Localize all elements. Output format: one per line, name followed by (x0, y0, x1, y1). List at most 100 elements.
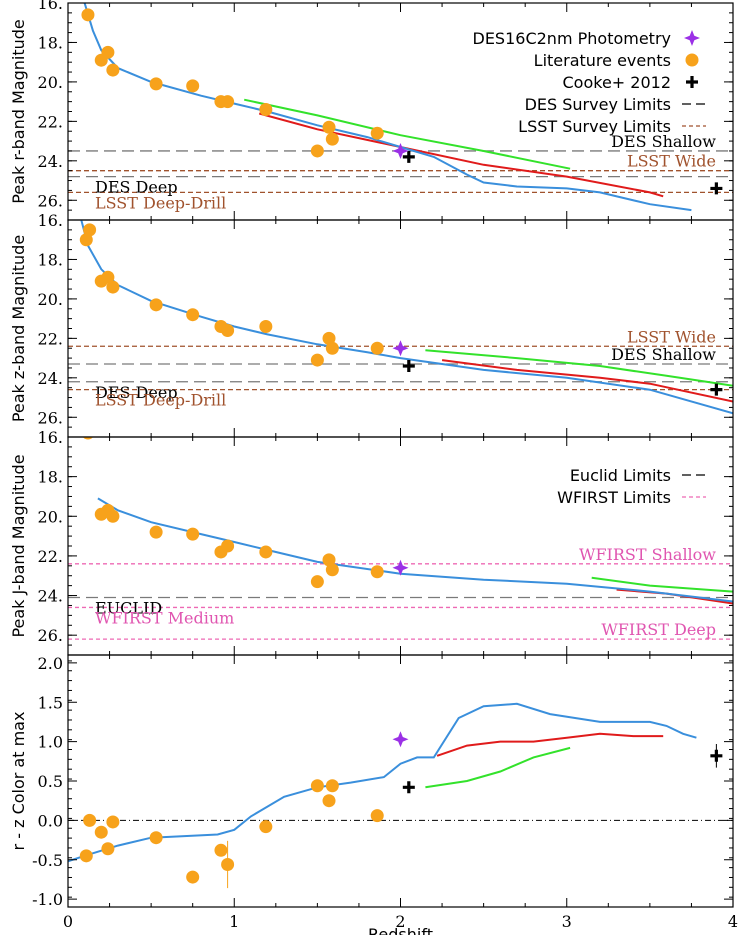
cooke-point (710, 182, 723, 195)
y-tick-label: 18. (38, 250, 63, 269)
cooke-point (402, 150, 415, 163)
literature-point (83, 223, 97, 237)
literature-point (79, 233, 93, 247)
y-tick-label: 16. (38, 428, 63, 447)
legend-label-lsst_limits: LSST Survey Limits (518, 117, 671, 136)
literature-point (214, 843, 228, 857)
y-axis-title: r - z Color at max (9, 712, 28, 851)
y-tick-label: 16. (38, 211, 63, 230)
legend-label-cooke: Cooke+ 2012 (563, 73, 672, 92)
limit-label: DES Shallow (611, 345, 716, 364)
literature-point (149, 77, 163, 91)
literature-point (325, 132, 339, 146)
model-curve-blue (80, 220, 733, 415)
legend-label-euclid: Euclid Limits (570, 466, 671, 485)
literature-point (370, 565, 384, 579)
limit-label: DES Deep (95, 178, 178, 197)
limit-label: LSST Wide (627, 327, 716, 346)
model-curve-blue (97, 497, 733, 603)
y-axis-title: Peak J-band Magnitude (9, 454, 28, 637)
x-tick-label: 3 (562, 912, 572, 931)
literature-point (101, 45, 115, 59)
x-tick-label: 4 (728, 912, 738, 931)
model-curve-red (258, 112, 664, 198)
literature-point (370, 341, 384, 355)
literature-point (221, 857, 235, 871)
y-tick-label: 24. (38, 369, 63, 388)
legend-marker-cooke (686, 76, 698, 88)
y-axis-title: Peak z-band Magnitude (9, 235, 28, 422)
legend-label-wfirst: WFIRST Limits (557, 488, 671, 507)
literature-point (221, 95, 235, 109)
limit-label: DES Deep (95, 383, 178, 402)
literature-point (370, 126, 384, 140)
x-tick-label: 1 (229, 912, 239, 931)
literature-point (259, 820, 273, 834)
literature-point (325, 341, 339, 355)
des16-point (392, 142, 409, 159)
literature-point (94, 825, 108, 839)
limit-label: LSST Deep-Drill (95, 193, 226, 212)
literature-point (322, 794, 336, 808)
y-tick-label: 22. (38, 329, 63, 348)
x-axis-title: Redshift (368, 925, 433, 935)
y-tick-label: 24. (38, 152, 63, 171)
des16-point (392, 731, 409, 748)
y-tick-label: 22. (38, 112, 63, 131)
y-tick-label: 26. (38, 408, 63, 427)
y-tick-label: 2.0 (38, 654, 63, 673)
y-tick-label: 20. (38, 507, 63, 526)
legend-marker-des16 (684, 30, 700, 46)
panel-plot-area (68, 437, 733, 640)
y-axis-title: Peak r-band Magnitude (9, 19, 28, 204)
x-tick-label: 2 (395, 912, 405, 931)
literature-point (149, 525, 163, 539)
literature-point (322, 331, 336, 345)
model-curve-red (616, 588, 733, 605)
literature-point (106, 815, 120, 829)
literature-point (259, 103, 273, 117)
cooke-point (710, 383, 723, 396)
literature-point (310, 353, 324, 367)
cooke-point (402, 359, 415, 372)
panel-plot-area (68, 3, 733, 212)
literature-point (325, 563, 339, 577)
des16-point (392, 340, 409, 357)
literature-point (221, 323, 235, 337)
literature-point (81, 8, 95, 22)
limit-label: DES Shallow (611, 132, 716, 151)
y-tick-label: 18. (38, 33, 63, 52)
literature-point (149, 831, 163, 845)
literature-point (186, 870, 200, 884)
literature-point (149, 298, 163, 312)
literature-point (370, 809, 384, 823)
y-tick-label: 0.5 (38, 772, 63, 791)
literature-point (322, 120, 336, 134)
legend-marker-literature (685, 53, 699, 67)
y-tick-label: 1.5 (38, 693, 63, 712)
panel-plot-area (68, 702, 733, 889)
model-curve-green (591, 576, 733, 593)
literature-point (310, 144, 324, 158)
y-tick-label: 26. (38, 626, 63, 645)
limit-label: WFIRST Shallow (579, 545, 716, 564)
literature-point (322, 553, 336, 567)
literature-point (82, 437, 94, 440)
y-tick-label: 18. (38, 468, 63, 487)
limit-label: LSST Wide (627, 152, 716, 171)
panel-frame (67, 654, 734, 908)
x-tick-label: 0 (63, 912, 73, 931)
literature-point (186, 527, 200, 541)
cooke-point (710, 749, 723, 762)
literature-point (310, 575, 324, 589)
literature-point (325, 779, 339, 793)
legend-main: DES16C2nm Photometry Literature events Coo… (473, 29, 706, 136)
literature-point (310, 779, 324, 793)
model-curve-red (441, 359, 733, 403)
literature-point (259, 545, 273, 559)
literature-point (259, 320, 273, 334)
